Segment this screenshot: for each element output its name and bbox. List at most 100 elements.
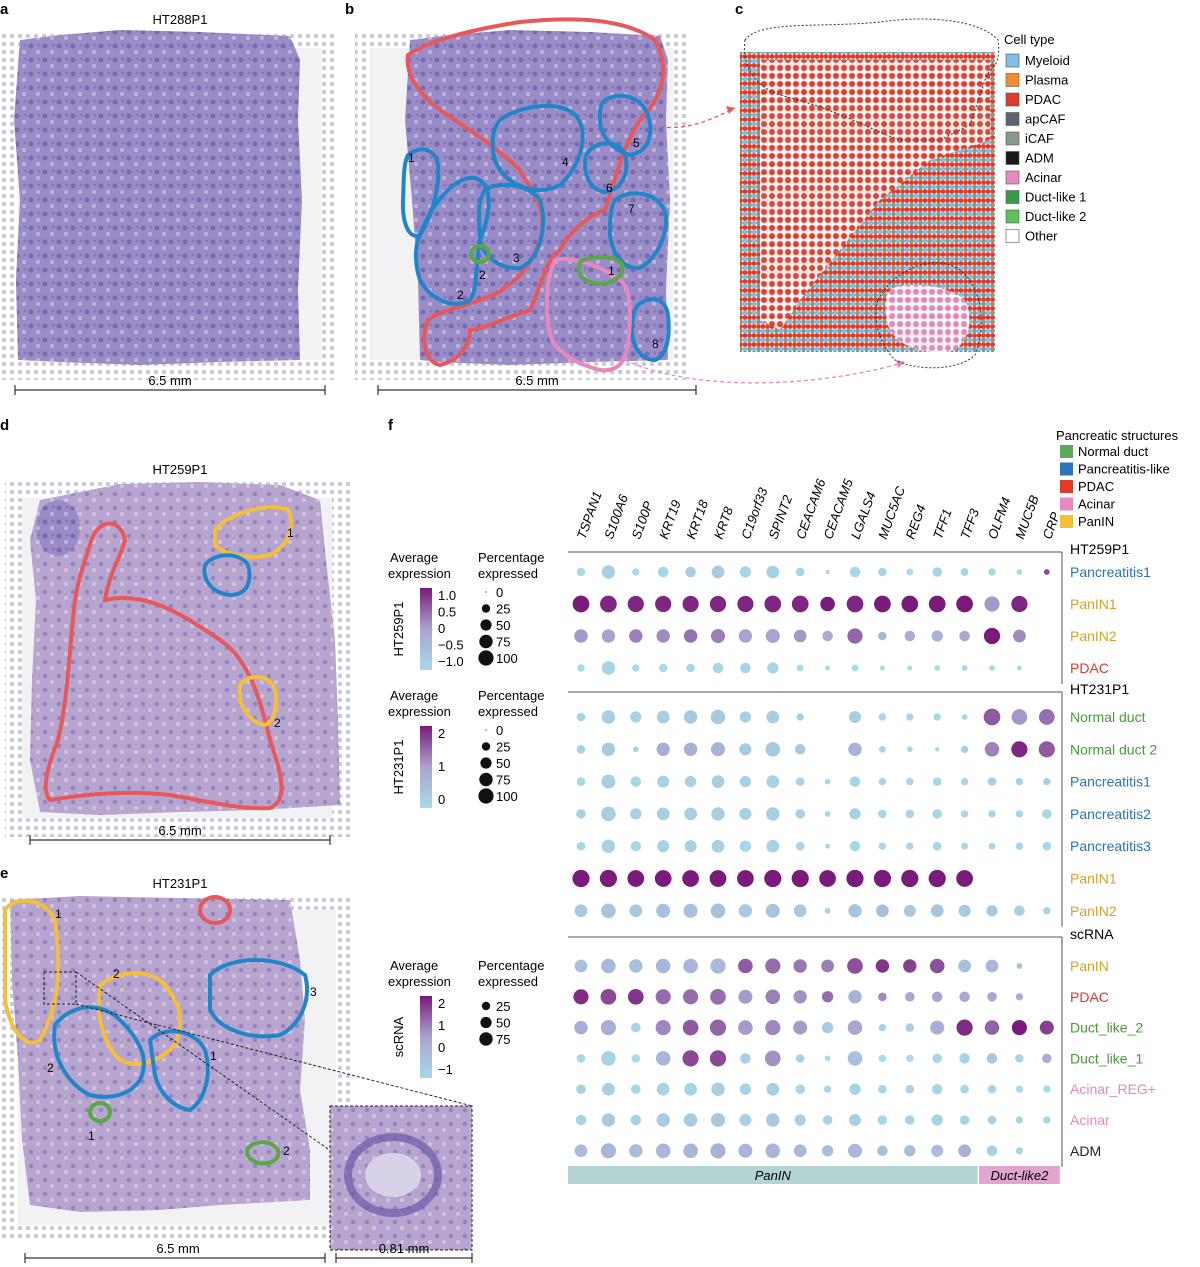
- dot: [932, 567, 942, 577]
- dot: [601, 565, 616, 579]
- dot: [989, 665, 995, 671]
- panel-f: f Pancreatic structures Normal duct Pancr…: [388, 417, 1179, 1184]
- dot: [766, 807, 780, 821]
- color-tick: 2: [438, 726, 445, 741]
- dot: [658, 663, 668, 673]
- dot: [1016, 665, 1022, 671]
- dot: [710, 709, 726, 725]
- dot: [1015, 1147, 1024, 1155]
- dot: [601, 629, 616, 643]
- region-label-2: 2: [457, 288, 464, 302]
- dot: [878, 1023, 887, 1032]
- dot: [682, 1050, 699, 1067]
- gene-group-bar: [979, 1166, 1060, 1184]
- dot: [656, 629, 670, 643]
- dot: [657, 775, 670, 788]
- color-tick: 1: [438, 759, 445, 774]
- dot: [795, 567, 805, 577]
- dot: [877, 1115, 888, 1125]
- panel-e-pancreatitis-1: [147, 1029, 210, 1113]
- pancreatitis-region-6: [582, 141, 629, 195]
- panel-letter-b: b: [345, 1, 354, 18]
- dot: [627, 595, 644, 613]
- dot: [986, 1145, 998, 1157]
- celltype-legend-label: ADM: [1025, 151, 1054, 166]
- celltype-legend-label: PDAC: [1025, 92, 1061, 107]
- dot: [849, 808, 861, 820]
- dot: [1038, 741, 1055, 758]
- dot: [903, 904, 916, 917]
- dot: [822, 1115, 833, 1125]
- dot: [655, 1020, 671, 1036]
- dot: [683, 1113, 698, 1127]
- dot: [960, 810, 969, 818]
- dot: [1043, 1116, 1051, 1124]
- dot: [793, 1020, 808, 1035]
- panel-a: a HT288P1 6.5 mm: [0, 1, 337, 395]
- dot: [873, 869, 892, 888]
- dot: [959, 991, 970, 1003]
- panel-e-title: HT231P1: [153, 876, 208, 891]
- dot: [824, 907, 831, 914]
- structure-legend-label: PDAC: [1078, 479, 1114, 494]
- dot: [739, 743, 752, 756]
- panin-label-2: 2: [274, 716, 281, 730]
- row-label: PanIN1: [1070, 596, 1117, 612]
- dot: [879, 665, 885, 671]
- dot: [1016, 569, 1023, 575]
- gene-label: REG4: [903, 503, 929, 541]
- gene-label: KRT18: [683, 497, 711, 541]
- dot: [709, 595, 727, 613]
- dot: [878, 713, 887, 721]
- dot: [958, 959, 971, 973]
- celltype-legend-label: Other: [1025, 229, 1058, 244]
- dot: [878, 1054, 887, 1063]
- color-tick: 0.5: [438, 605, 456, 620]
- panel-e-scale-label: 6.5 mm: [156, 1241, 199, 1256]
- svg-text:2: 2: [113, 967, 120, 981]
- svg-text:1: 1: [210, 1049, 217, 1063]
- panel-a-tissue-section: [14, 30, 302, 365]
- panel-d-pancreatitis: [202, 553, 252, 598]
- dot: [710, 988, 726, 1005]
- panel-b-scale-label: 6.5 mm: [515, 373, 558, 388]
- dot: [1011, 1020, 1027, 1036]
- dot: [683, 742, 698, 756]
- size-legend-title-2: expressed: [478, 704, 538, 719]
- size-tick: 75: [496, 773, 510, 788]
- dot: [1013, 629, 1026, 643]
- dot: [848, 904, 862, 918]
- panel-letter-a: a: [0, 1, 9, 18]
- size-tick: 25: [496, 999, 510, 1014]
- size-tick: 25: [496, 602, 510, 617]
- dot: [601, 742, 616, 756]
- dot: [574, 1144, 588, 1158]
- dot: [905, 992, 915, 1002]
- panel-c-acinar-spots: [885, 284, 970, 353]
- block-side-label: scRNA: [1070, 926, 1114, 942]
- dot: [766, 565, 780, 579]
- block-side-label: HT231P1: [1070, 681, 1129, 697]
- dot: [931, 991, 943, 1003]
- dot: [1011, 595, 1028, 613]
- dot: [600, 988, 617, 1005]
- dot: [984, 1020, 1000, 1035]
- dot: [984, 596, 1000, 612]
- dot: [710, 1112, 726, 1128]
- dot: [907, 665, 913, 671]
- dot: [928, 595, 946, 613]
- dot: [825, 843, 831, 849]
- panel-e-inset-scale-label: 0.81 mm: [379, 1241, 430, 1256]
- dot: [711, 1082, 725, 1096]
- dot: [683, 903, 698, 918]
- region-label-3: 3: [513, 251, 520, 265]
- dot: [847, 1020, 863, 1035]
- structure-swatch: [1060, 462, 1073, 476]
- normal-duct-region-1: [576, 255, 625, 287]
- dot: [988, 568, 996, 576]
- dot: [739, 807, 752, 820]
- dot: [1015, 842, 1024, 850]
- size-legend-dot: [479, 772, 493, 787]
- color-tick: 0: [438, 1040, 445, 1055]
- svg-text:2: 2: [283, 1144, 290, 1158]
